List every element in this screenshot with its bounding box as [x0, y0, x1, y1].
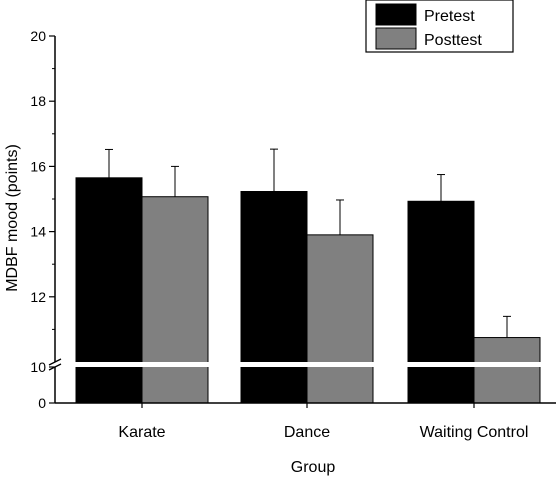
bar-posttest-0 — [141, 196, 209, 404]
legend-swatch-pretest — [375, 3, 417, 26]
x-axis-label: Group — [291, 459, 336, 476]
legend-swatch-posttest — [375, 27, 417, 50]
bar-posttest-1 — [306, 234, 374, 404]
legend: Pretest Posttest — [365, 0, 514, 53]
axis-break-mark-upper — [48, 358, 62, 366]
y-tick-label: 14 — [30, 224, 46, 240]
legend-label-posttest: Posttest — [424, 32, 482, 49]
bar-posttest-2 — [473, 337, 541, 404]
y-tick-label: 12 — [30, 289, 46, 305]
x-ticks-layer: Karate Dance Waiting Control — [118, 403, 528, 441]
y-tick-label: 10 — [30, 359, 46, 375]
y-tick-label: 18 — [30, 93, 46, 109]
bar-pretest-2 — [407, 200, 475, 404]
y-tick-label: 0 — [38, 395, 46, 411]
legend-label-pretest: Pretest — [424, 8, 475, 25]
y-tick-label: 16 — [30, 158, 46, 174]
y-axis-label: MDBF mood (points) — [4, 144, 21, 292]
axis-break-gap — [52, 362, 556, 367]
y-tick-label: 20 — [30, 28, 46, 44]
bar-pretest-0 — [75, 177, 143, 404]
bar-pretest-1 — [240, 191, 308, 404]
x-tick-label: Waiting Control — [420, 424, 529, 441]
x-tick-label: Karate — [118, 424, 165, 441]
bars-layer — [75, 177, 541, 404]
error-bars-layer — [105, 148, 511, 338]
y-ticks-layer: 0 10 12 14 16 18 20 — [30, 28, 55, 411]
x-tick-label: Dance — [284, 424, 330, 441]
